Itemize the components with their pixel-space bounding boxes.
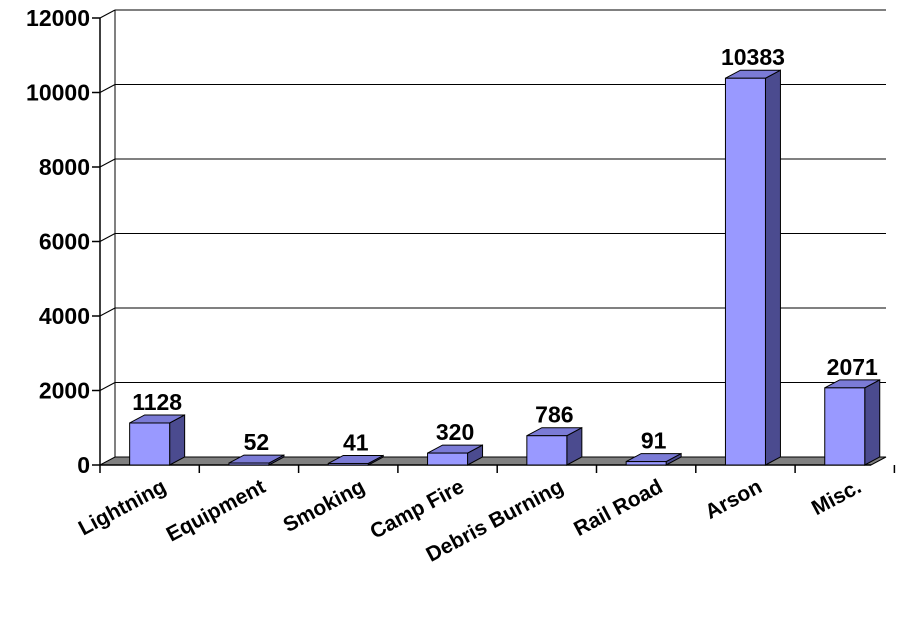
bar-side-arson: [764, 69, 781, 466]
gridline-depth-6000: [99, 233, 116, 242]
bar-arson: [724, 69, 781, 466]
gridline-depth-4000: [99, 307, 116, 317]
gridline-depth-2000: [99, 382, 116, 391]
data-label-arson: 10383: [721, 44, 785, 70]
bar-front-smoking: [327, 462, 369, 466]
bar-front-debris-burning: [526, 435, 568, 466]
data-label-debris-burning: 786: [535, 402, 573, 428]
gridline-depth-12000: [99, 9, 116, 19]
bar-front-camp-fire: [427, 452, 469, 466]
x-tick-label-equipment: Equipment: [163, 475, 270, 546]
y-tick-label-4000: 4000: [39, 303, 90, 329]
data-label-camp-fire: 320: [436, 419, 474, 445]
x-tick-label-misc: Misc.: [808, 475, 865, 520]
y-tick-label-8000: 8000: [39, 154, 90, 180]
y-tick-label-12000: 12000: [26, 5, 90, 31]
x-tick-label-arson: Arson: [701, 475, 765, 524]
x-tick-label-smoking: Smoking: [279, 475, 368, 537]
bar-lightning: [129, 414, 186, 466]
data-label-rail-road: 91: [641, 428, 667, 454]
bars: [129, 69, 881, 466]
y-tick-label-0: 0: [77, 452, 90, 478]
bar-misc: [824, 379, 881, 466]
y-tick-label-6000: 6000: [39, 229, 90, 255]
data-label-equipment: 52: [244, 429, 270, 455]
bar-side-misc: [864, 379, 881, 466]
data-label-smoking: 41: [343, 429, 369, 455]
y-tick-label-10000: 10000: [26, 80, 90, 106]
bar-debris-burning: [526, 426, 583, 466]
bar-camp-fire: [427, 444, 484, 466]
bar-front-equipment: [228, 462, 270, 466]
data-labels: 1128 52 41 320 786 91 10383 2071: [132, 44, 878, 455]
gridline-depth-8000: [99, 158, 116, 168]
bar-front-lightning: [129, 422, 171, 466]
y-axis-ticks: 0 2000 4000 6000 8000 10000 12000: [26, 5, 90, 478]
bar-front-arson: [724, 77, 766, 466]
bar-smoking: [327, 454, 384, 466]
data-label-lightning: 1128: [132, 389, 182, 415]
x-tick-label-lightning: Lightning: [75, 475, 170, 540]
bar-front-misc: [824, 387, 866, 466]
bar-equipment: [228, 454, 285, 466]
gridlines: [99, 9, 886, 457]
y-tick-label-2000: 2000: [39, 378, 90, 404]
data-label-misc: 2071: [827, 354, 878, 380]
bar-rail-road: [625, 452, 682, 466]
gridline-depth-10000: [99, 84, 116, 93]
bar-front-rail-road: [625, 461, 667, 466]
bar-side-lightning: [169, 414, 186, 466]
x-tick-label-rail-road: Rail Road: [570, 475, 666, 541]
